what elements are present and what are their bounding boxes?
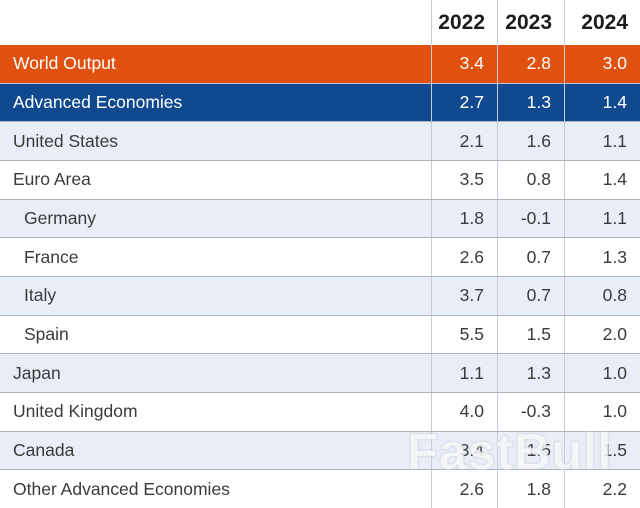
row-value-2022: 3.4 bbox=[431, 45, 497, 83]
row-value-2022: 3.7 bbox=[431, 277, 497, 315]
row-label: Canada bbox=[13, 440, 75, 461]
row-value-2022: 1.1 bbox=[431, 354, 497, 393]
row-value-2024: 1.5 bbox=[564, 431, 640, 470]
row-value-2022: 2.6 bbox=[431, 238, 497, 277]
table-row-united-kingdom: United Kingdom 4.0 -0.3 1.0 bbox=[0, 393, 640, 432]
row-label: Spain bbox=[24, 324, 69, 345]
row-value-2022: 1.8 bbox=[431, 199, 497, 238]
row-value-2022: 3.4 bbox=[431, 431, 497, 470]
table-row-france: France 2.6 0.7 1.3 bbox=[0, 238, 640, 278]
row-label: Japan bbox=[13, 362, 61, 383]
year-header-2023: 2023 bbox=[497, 0, 564, 45]
row-value-2023: 0.7 bbox=[497, 277, 564, 315]
row-value-2024: 2.2 bbox=[564, 470, 640, 508]
row-label: Advanced Economies bbox=[13, 92, 183, 112]
table-row-spain: Spain 5.5 1.5 2.0 bbox=[0, 315, 640, 355]
row-value-2024: 2.0 bbox=[564, 315, 640, 354]
table-row-united-states: United States 2.1 1.6 1.1 bbox=[0, 122, 640, 162]
table-row-japan: Japan 1.1 1.3 1.0 bbox=[0, 354, 640, 394]
row-value-2023: 1.5 bbox=[497, 431, 564, 470]
row-value-2023: 1.3 bbox=[497, 354, 564, 393]
table-row-other-advanced-economies: Other Advanced Economies 2.6 1.8 2.2 bbox=[0, 470, 640, 508]
table-row-world-output: World Output 3.4 2.8 3.0 bbox=[0, 45, 640, 84]
row-value-2023: 1.3 bbox=[497, 83, 564, 122]
row-value-2022: 2.7 bbox=[431, 83, 497, 122]
row-value-2024: 1.1 bbox=[564, 122, 640, 161]
row-value-2023: 1.8 bbox=[497, 470, 564, 508]
row-value-2024: 1.1 bbox=[564, 199, 640, 238]
table-row-canada: Canada 3.4 1.5 1.5 bbox=[0, 431, 640, 471]
row-label: United Kingdom bbox=[13, 401, 138, 422]
table-row-italy: Italy 3.7 0.7 0.8 bbox=[0, 277, 640, 316]
row-value-2024: 1.0 bbox=[564, 354, 640, 393]
row-value-2024: 0.8 bbox=[564, 277, 640, 315]
row-label: United States bbox=[13, 130, 119, 151]
row-value-2024: 1.4 bbox=[564, 83, 640, 122]
row-value-2022: 4.0 bbox=[431, 393, 497, 431]
row-label: Italy bbox=[24, 285, 57, 306]
table-row-germany: Germany 1.8 -0.1 1.1 bbox=[0, 199, 640, 239]
row-value-2022: 3.5 bbox=[431, 161, 497, 199]
table-row-euro-area: Euro Area 3.5 0.8 1.4 bbox=[0, 161, 640, 200]
row-value-2023: 1.6 bbox=[497, 122, 564, 161]
row-value-2023: -0.3 bbox=[497, 393, 564, 431]
table-row-advanced-economies: Advanced Economies 2.7 1.3 1.4 bbox=[0, 83, 640, 123]
year-header-2022: 2022 bbox=[431, 0, 497, 45]
row-value-2023: 1.5 bbox=[497, 315, 564, 354]
row-label: World Output bbox=[13, 53, 116, 74]
row-label: France bbox=[24, 246, 79, 267]
row-value-2022: 5.5 bbox=[431, 315, 497, 354]
row-label: Germany bbox=[24, 208, 96, 229]
year-header-2024: 2024 bbox=[564, 0, 640, 45]
row-value-2023: -0.1 bbox=[497, 199, 564, 238]
table-header-row: 2022 2023 2024 bbox=[0, 0, 640, 45]
row-value-2022: 2.6 bbox=[431, 470, 497, 508]
row-value-2023: 0.8 bbox=[497, 161, 564, 199]
row-value-2024: 1.3 bbox=[564, 238, 640, 277]
row-value-2023: 2.8 bbox=[497, 45, 564, 83]
row-label: Euro Area bbox=[13, 169, 91, 190]
row-value-2024: 1.0 bbox=[564, 393, 640, 431]
row-value-2024: 1.4 bbox=[564, 161, 640, 199]
row-value-2023: 0.7 bbox=[497, 238, 564, 277]
row-value-2022: 2.1 bbox=[431, 122, 497, 161]
row-label: Other Advanced Economies bbox=[13, 478, 230, 499]
row-value-2024: 3.0 bbox=[564, 45, 640, 83]
